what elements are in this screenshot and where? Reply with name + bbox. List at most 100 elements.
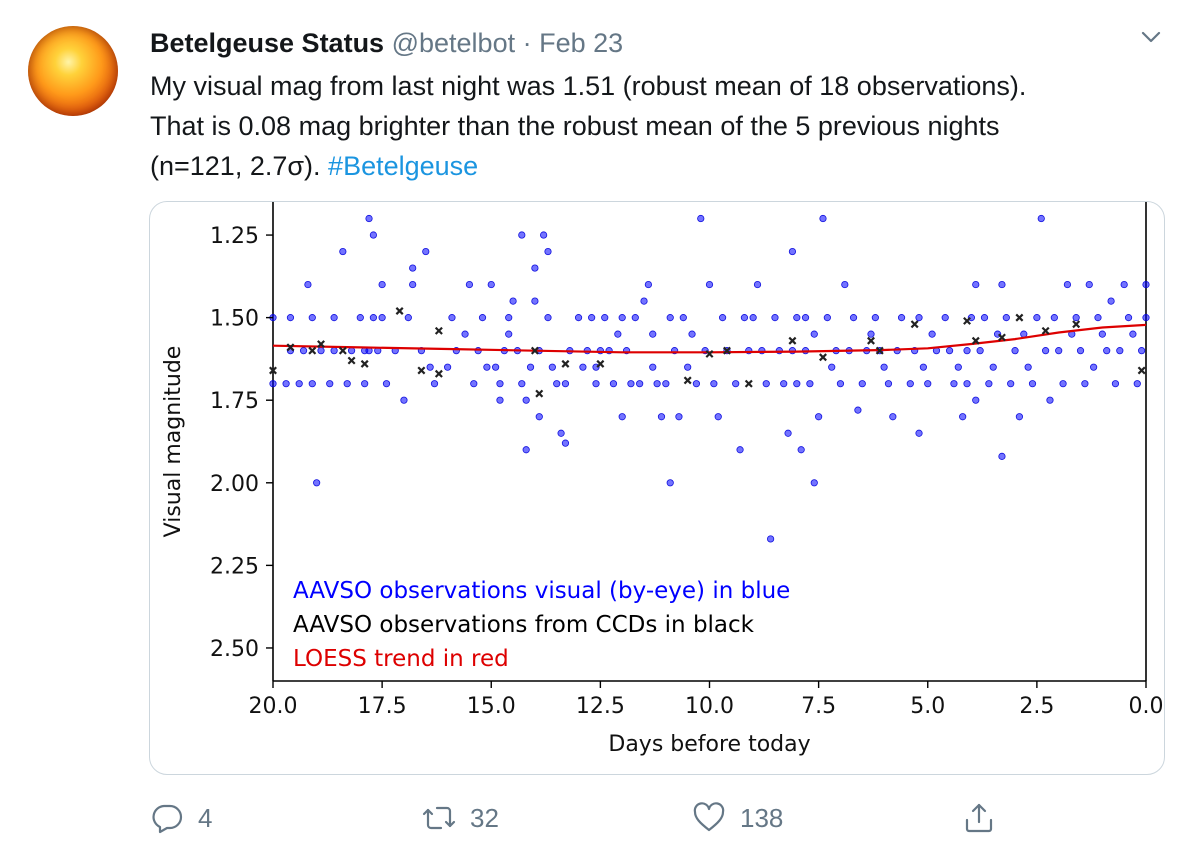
visual-point [963,380,971,388]
chevron-down-icon[interactable] [1138,24,1164,50]
visual-point [657,413,666,421]
visual-point [1011,347,1019,355]
visual-point [544,247,552,256]
ccd-point [360,359,369,368]
visual-point [1072,314,1080,322]
visual-point [810,330,818,338]
visual-point [343,380,351,388]
visual-point [736,446,744,454]
visual-point [1103,347,1111,355]
visual-point [954,363,962,371]
visual-point [928,330,936,338]
visual-point [588,314,596,322]
visual-point [509,297,517,305]
visual-point [557,429,565,437]
visual-point [308,314,316,322]
visual-point [614,330,622,338]
ccd-point [395,307,404,315]
visual-point [897,314,906,322]
visual-point [889,413,897,421]
hashtag-link[interactable]: #Betelgeuse [328,151,479,181]
visual-point [505,314,513,322]
visual-point [666,479,674,487]
visual-point [1050,314,1058,322]
visual-point [732,380,740,388]
heart-icon [693,802,725,832]
retweet-action[interactable]: 32 [422,798,499,838]
series-visual [269,214,1150,543]
visual-point [976,347,984,355]
visual-point [1028,380,1037,388]
visual-point [1033,314,1041,322]
tweet-text: My visual mag from last night was 1.51 (… [150,66,1160,186]
visual-point [718,314,727,322]
ccd-point [819,353,827,362]
ccd-point [1137,366,1146,375]
visual-point [950,380,958,388]
visual-point [531,264,539,272]
visual-point [631,314,639,322]
visual-point [1024,363,1032,371]
like-action[interactable]: 138 [692,798,783,838]
author-handle[interactable]: @betelbot [391,28,516,58]
visual-point [308,380,316,388]
visual-point [404,314,412,322]
ccd-point [867,336,875,345]
visual-point [522,396,530,404]
tweet-text-line: My visual mag from last night was 1.51 (… [150,71,1027,101]
visual-point [684,363,692,371]
visual-point [819,214,827,223]
tweet-date[interactable]: Feb 23 [539,28,624,58]
visual-point [601,314,609,322]
avatar[interactable] [28,26,118,116]
visual-point [793,314,801,322]
ccd-point [434,369,443,378]
media-card[interactable]: 20.0 17.5 15.0 12.5 10.0 7.5 5.0 2.5 0.0 1.25 1.50… [149,201,1165,775]
y-tick-label: 2.50 [210,637,259,662]
visual-point [972,280,980,289]
reply-action[interactable]: 4 [150,798,212,838]
visual-point [443,363,452,371]
author-name[interactable]: Betelgeuse Status [150,28,385,58]
visual-point [618,413,626,421]
share-action[interactable] [962,798,996,838]
visual-point [815,413,823,421]
visual-point [561,380,570,388]
visual-point [985,380,993,388]
visual-point [653,380,661,388]
visual-point [688,330,696,338]
visual-point [330,347,338,355]
visual-point [496,380,504,388]
visual-point [448,314,456,322]
visual-point [409,280,417,289]
visual-point [1142,314,1150,322]
visual-point [326,380,334,388]
visual-point [1063,280,1072,289]
visual-point [749,314,757,322]
share-icon [965,803,993,833]
visual-point [553,380,561,388]
visual-point [762,380,770,388]
visual-point [1076,347,1085,355]
visual-point [697,214,705,223]
x-tick-label: 7.5 [801,694,836,719]
visual-point [1120,280,1128,289]
visual-point [753,280,762,289]
visual-point [422,247,430,256]
visual-point [426,363,434,371]
visual-point [823,314,831,322]
visual-point [378,280,386,289]
plot-frame [272,202,1147,682]
x-tick-label: 10.0 [685,694,734,719]
ccd-point [596,359,605,368]
visual-point [313,479,321,487]
visual-point [836,380,845,388]
visual-point [767,535,775,543]
visual-point [526,363,535,371]
visual-point [924,380,932,388]
visual-point [806,380,814,388]
visual-point [1090,363,1098,371]
visual-point [649,330,657,338]
ccd-point [561,359,570,368]
x-tick-label: 2.5 [1019,694,1054,719]
